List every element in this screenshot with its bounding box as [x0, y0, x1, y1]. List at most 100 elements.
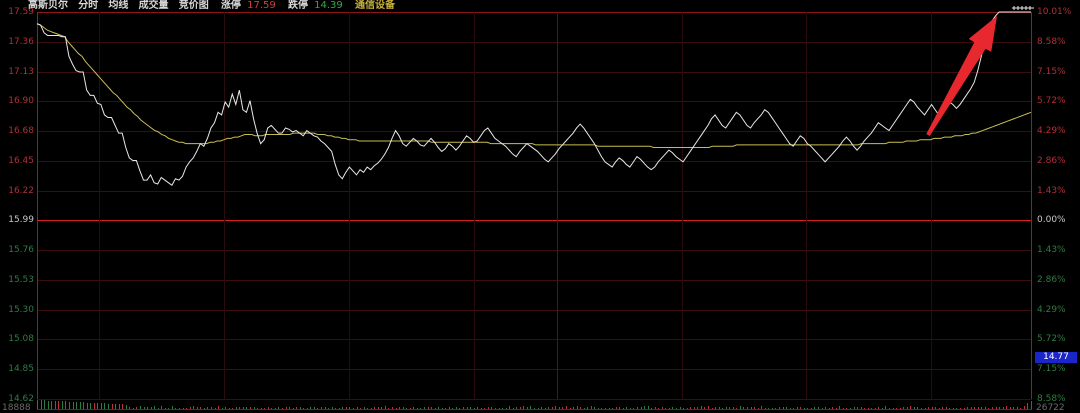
gridline-v [349, 12, 350, 399]
gridline-v [682, 12, 683, 399]
volume-bar [37, 400, 38, 409]
gridline-v [37, 12, 38, 399]
tab-jingjiatu[interactable]: 竞价图 [178, 0, 209, 11]
volume-bar [605, 407, 606, 409]
tab-fenshi[interactable]: 分时 [78, 0, 99, 11]
volume-bar [325, 407, 326, 409]
volume-bar [846, 407, 847, 409]
volume-bar [935, 407, 936, 409]
volume-strip [0, 399, 1080, 413]
volume-bar [946, 406, 947, 409]
volume-bar [925, 407, 926, 409]
volume-bar [619, 406, 620, 409]
volume-bar [378, 407, 379, 409]
tab-junxian[interactable]: 均线 [108, 0, 129, 11]
chart-header: 高斯贝尔 分时 均线 成交量 竞价图 涨停 17.59 跌停 14.39 通信设… [0, 0, 1080, 12]
volume-bar [974, 406, 975, 409]
volume-bar [1017, 406, 1018, 409]
volume-axis-left-label: 18888 [2, 403, 31, 413]
volume-bar [90, 402, 91, 409]
volume-bar [186, 408, 187, 409]
volume-bar [229, 408, 230, 409]
volume-bar [48, 400, 49, 409]
volume-bar [534, 407, 535, 409]
percent-axis-tick: 1.43% [1037, 245, 1066, 256]
price-axis-tick: 15.08 [8, 334, 34, 345]
gridline-v [224, 12, 225, 399]
volume-bar [115, 404, 116, 409]
volume-bar [800, 407, 801, 409]
volume-bar [140, 406, 141, 409]
volume-bar [626, 407, 627, 409]
gridline-h [37, 131, 1032, 132]
percent-axis-tick: 1.43% [1037, 185, 1066, 196]
volume-bar [282, 407, 283, 409]
volume-bar [353, 407, 354, 409]
volume-bar [104, 403, 105, 409]
price-axis-tick: 15.30 [8, 304, 34, 315]
volume-bar [885, 406, 886, 409]
volume-bar [268, 407, 269, 409]
volume-bar [147, 407, 148, 409]
volume-bar [126, 404, 127, 409]
volume-bar [51, 400, 52, 409]
volume-bar [307, 407, 308, 409]
volume-bar [562, 407, 563, 409]
volume-bar [900, 407, 901, 409]
volume-baseline [37, 409, 1032, 410]
percent-axis-tick: 0.00% [1037, 215, 1066, 226]
volume-bar [772, 407, 773, 409]
volume-bar [715, 407, 716, 409]
volume-bar [1010, 407, 1011, 409]
volume-bar [665, 407, 666, 409]
volume-bar [151, 406, 152, 409]
volume-bar [470, 407, 471, 409]
volume-bar [332, 407, 333, 409]
volume-bar [658, 408, 659, 409]
industry-label[interactable]: 通信设备 [354, 0, 395, 11]
volume-bar [669, 407, 670, 409]
volume-bar [676, 408, 677, 409]
volume-bar [76, 402, 77, 409]
volume-bar [793, 407, 794, 409]
volume-bar [459, 408, 460, 409]
percent-axis-tick: 7.15% [1037, 66, 1066, 77]
volume-bar [218, 406, 219, 409]
volume-bar [278, 406, 279, 409]
volume-bar [410, 408, 411, 409]
percent-axis-right: 10.01% 8.58% 7.15% 5.72% 4.29% 2.86% 1.43% 0.00… [1034, 0, 1080, 413]
volume-bar [108, 403, 109, 409]
tab-chengjiaoliang[interactable]: 成交量 [138, 0, 169, 11]
volume-bar [818, 407, 819, 409]
volume-bar [672, 406, 673, 409]
volume-bar [747, 407, 748, 409]
volume-bar [371, 408, 372, 409]
volume-bar [552, 407, 553, 409]
volume-bar [456, 407, 457, 409]
volume-bar [956, 407, 957, 409]
stock-name-label: 高斯贝尔 [28, 0, 68, 11]
volume-bar [250, 406, 251, 409]
volume-bar [165, 407, 166, 409]
volume-bar [488, 407, 489, 409]
volume-bar [978, 407, 979, 409]
volume-bar [871, 408, 872, 409]
volume-bar [648, 406, 649, 409]
price-axis-tick: 17.59 [8, 7, 34, 17]
price-axis-tick: 14.62 [8, 394, 34, 404]
volume-bar [381, 407, 382, 409]
volume-bar [988, 408, 989, 409]
volume-bar [467, 406, 468, 409]
volume-bar [385, 406, 386, 409]
gridline-h [37, 339, 1032, 340]
volume-bar [495, 407, 496, 409]
volume-bar [349, 407, 350, 409]
limit-down-value: 14.39 [314, 0, 343, 11]
volume-bar [175, 408, 176, 409]
volume-bar [271, 407, 272, 409]
volume-bar [481, 407, 482, 409]
volume-bar [491, 406, 492, 409]
volume-bar [722, 408, 723, 409]
price-plot-area[interactable] [36, 11, 1032, 400]
